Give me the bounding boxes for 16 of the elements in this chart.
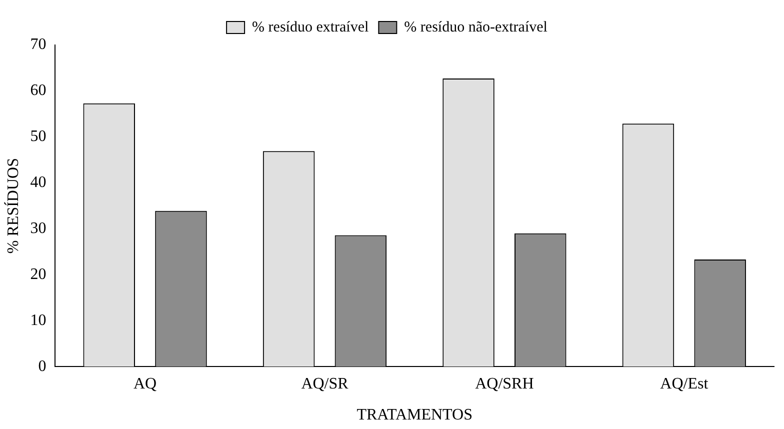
y-tick-label: 60 [30,82,46,100]
y-tick-label: 30 [30,220,46,237]
y-tick-label: 0 [38,358,46,375]
x-axis-title: TRATAMENTOS [356,406,472,424]
x-tick-label: AQ [133,375,158,392]
x-tick-label: AQ/SRH [475,375,534,392]
y-tick-label: 40 [30,174,46,192]
x-tick-label: AQ/Est [660,375,709,392]
y-tick-label: 10 [30,312,46,329]
y-axis-title: % RESÍDUOS [4,158,22,254]
legend-label: % resíduo extraível [252,19,369,36]
y-tick-label: 20 [30,266,46,283]
y-tick-label: 70 [30,36,46,54]
x-tick-label: AQ/SR [301,375,349,392]
legend-label: % resíduo não-extraível [404,19,548,36]
y-tick-label: 50 [30,128,46,146]
